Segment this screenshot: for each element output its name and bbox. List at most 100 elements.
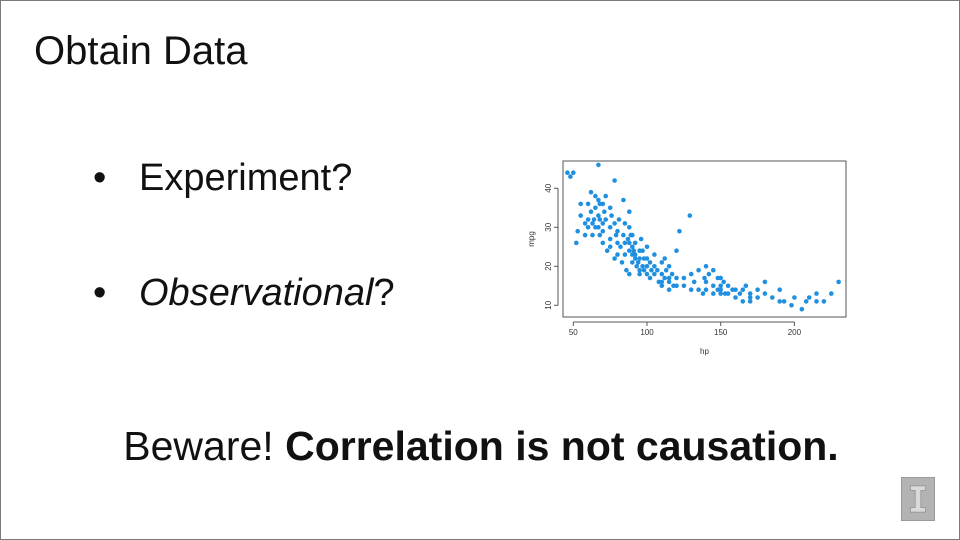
- data-point: [711, 283, 716, 289]
- data-point: [770, 295, 775, 300]
- data-point: [663, 267, 669, 273]
- data-point: [621, 197, 626, 203]
- y-axis-label: mpg: [527, 231, 536, 247]
- data-point: [585, 217, 591, 222]
- chart-axes: 50 100 150 200 10 20 30 40: [544, 183, 802, 337]
- data-point: [621, 232, 626, 238]
- data-point: [593, 205, 598, 211]
- data-point: [590, 232, 595, 238]
- data-point: [721, 279, 726, 285]
- data-point: [609, 213, 614, 218]
- beware-lead: Beware!: [123, 423, 274, 469]
- data-point: [662, 256, 667, 261]
- data-point: [647, 260, 653, 265]
- beware-statement: Beware! Correlation is not causation.: [1, 421, 959, 471]
- data-point: [777, 287, 782, 292]
- data-point: [612, 256, 617, 261]
- data-point: [789, 303, 794, 308]
- data-point: [630, 244, 635, 250]
- data-point: [644, 244, 650, 250]
- data-point: [632, 252, 638, 257]
- data-point: [718, 287, 723, 292]
- data-point: [762, 291, 768, 296]
- data-point: [836, 279, 841, 285]
- data-point: [718, 291, 723, 296]
- data-point: [666, 279, 672, 285]
- data-point: [597, 232, 603, 238]
- data-point: [632, 256, 638, 261]
- data-point: [792, 295, 797, 300]
- data-point: [578, 213, 583, 218]
- data-point: [733, 287, 738, 292]
- data-point: [696, 267, 701, 273]
- data-point: [666, 264, 672, 269]
- data-point: [590, 221, 595, 226]
- bullet-experiment: • Experiment?: [93, 155, 352, 201]
- data-point: [740, 287, 746, 292]
- data-point: [637, 256, 642, 261]
- data-point: [627, 225, 632, 230]
- data-point: [574, 240, 579, 246]
- data-point: [681, 275, 687, 281]
- data-point: [640, 248, 645, 253]
- data-point: [612, 178, 617, 183]
- data-point: [669, 271, 675, 277]
- data-point: [799, 306, 805, 312]
- data-point: [711, 267, 716, 273]
- scatter-plot: 50 100 150 200 10 20 30 40 hp mpg: [527, 160, 847, 356]
- data-point: [644, 271, 650, 277]
- university-logo-icon: [901, 477, 935, 521]
- data-point: [659, 279, 665, 285]
- data-point: [607, 225, 613, 230]
- chart-points: [565, 162, 841, 312]
- data-point: [596, 162, 601, 168]
- data-point: [618, 244, 623, 250]
- bullet-text-italic: Observational: [139, 272, 374, 314]
- data-point: [674, 275, 679, 281]
- data-point: [677, 228, 682, 234]
- data-point: [603, 217, 608, 222]
- y-tick-label: 10: [544, 300, 553, 309]
- data-point: [674, 283, 679, 289]
- data-point: [649, 267, 654, 273]
- data-point: [630, 232, 635, 238]
- data-point: [687, 213, 693, 218]
- data-point: [627, 209, 632, 214]
- beware-emphasis: Correlation is not causation.: [285, 423, 839, 469]
- data-point: [718, 275, 723, 281]
- data-point: [703, 279, 709, 285]
- data-point: [575, 228, 580, 234]
- data-point: [582, 232, 588, 238]
- data-point: [600, 228, 606, 234]
- data-point: [603, 193, 608, 199]
- data-point: [640, 264, 645, 269]
- data-point: [607, 244, 613, 250]
- data-point: [619, 260, 625, 265]
- data-point: [612, 221, 617, 226]
- data-point: [571, 170, 576, 175]
- data-point: [631, 248, 637, 253]
- data-point: [821, 299, 827, 304]
- data-point: [632, 240, 638, 246]
- data-point: [630, 260, 635, 265]
- x-axis-label: hp: [700, 347, 709, 356]
- y-tick-label: 20: [544, 261, 553, 270]
- data-point: [588, 209, 594, 214]
- bullet-marker: •: [93, 272, 107, 314]
- data-point: [737, 291, 743, 296]
- plot-frame: [562, 160, 847, 318]
- data-point: [718, 283, 723, 289]
- data-point: [624, 267, 629, 273]
- data-point: [585, 201, 591, 207]
- data-point: [596, 225, 601, 230]
- data-point: [647, 275, 653, 281]
- data-point: [600, 201, 606, 207]
- y-tick-label: 40: [544, 183, 553, 192]
- data-point: [711, 291, 716, 296]
- data-point: [829, 291, 834, 296]
- data-point: [688, 271, 694, 277]
- data-point: [762, 279, 768, 285]
- data-point: [637, 267, 642, 273]
- data-point: [607, 205, 613, 211]
